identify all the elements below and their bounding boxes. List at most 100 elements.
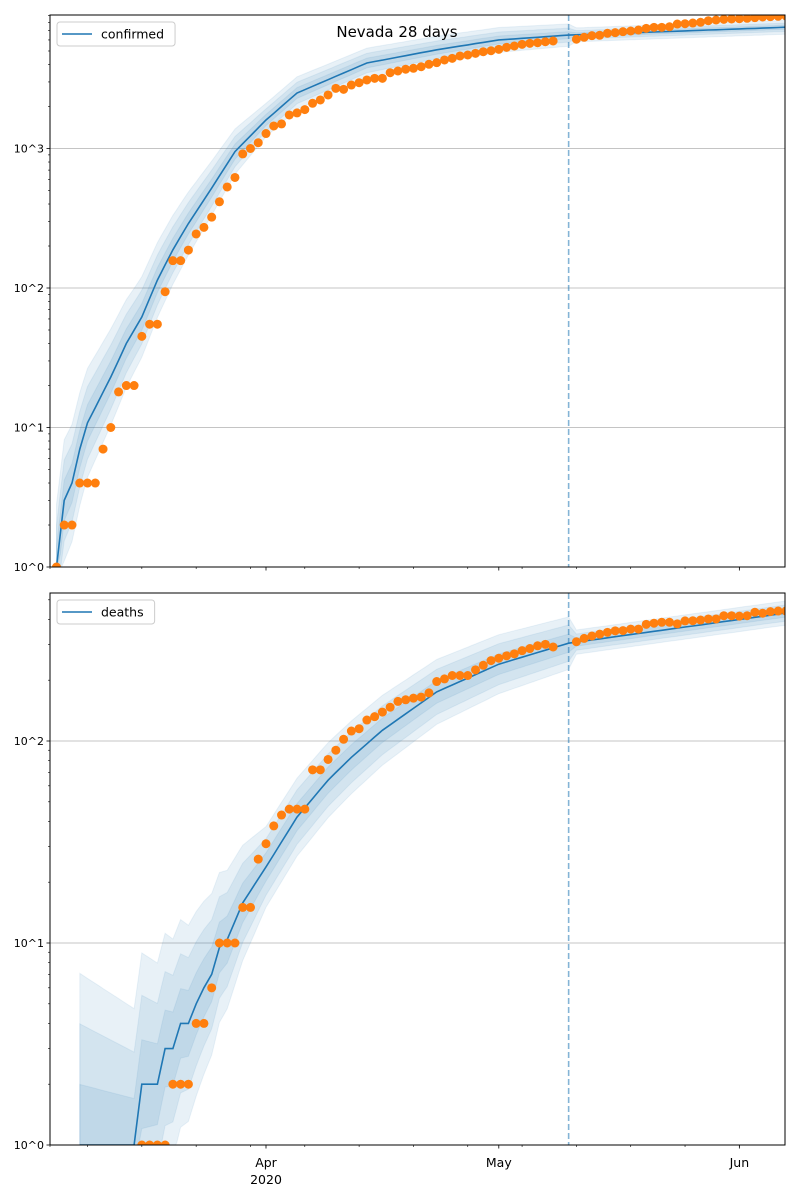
- observed-point: [773, 15, 783, 21]
- observed-point: [114, 387, 124, 397]
- observed-point: [230, 172, 240, 182]
- observed-point: [106, 423, 116, 432]
- observed-point: [191, 229, 201, 239]
- observed-point: [711, 15, 721, 25]
- observed-point: [765, 607, 775, 617]
- observed-point: [711, 614, 721, 624]
- uncertainty-band-2: [56, 22, 785, 567]
- observed-point: [339, 84, 349, 94]
- observed-point: [602, 28, 612, 38]
- observed-point: [292, 804, 302, 814]
- observed-point: [447, 670, 457, 680]
- observed-point: [176, 1079, 186, 1089]
- y-tick-label: 10^0: [14, 1139, 44, 1152]
- observed-point: [657, 617, 667, 627]
- observed-point: [750, 607, 760, 617]
- observed-point: [346, 726, 356, 736]
- observed-point: [455, 670, 465, 680]
- observed-point: [261, 839, 271, 849]
- observed-point: [59, 520, 69, 530]
- observed-point: [439, 674, 449, 684]
- observed-point: [292, 108, 302, 118]
- observed-point: [308, 765, 318, 775]
- observed-point: [533, 641, 543, 651]
- observed-point: [230, 938, 240, 948]
- observed-point: [455, 51, 465, 61]
- observed-point: [750, 15, 760, 23]
- observed-point: [517, 39, 527, 49]
- observed-point: [494, 44, 504, 54]
- observed-point: [121, 381, 131, 391]
- observed-point: [152, 319, 162, 329]
- uncertainty-band-1: [79, 600, 785, 1145]
- observed-point: [98, 444, 108, 454]
- observed-point: [315, 95, 325, 105]
- observed-point: [672, 619, 682, 629]
- observed-point: [207, 212, 217, 222]
- observed-point: [300, 105, 310, 115]
- observed-point: [587, 31, 597, 41]
- observed-point: [214, 938, 224, 948]
- x-tick-label: Apr: [255, 1155, 277, 1170]
- uncertainty-band-2: [79, 604, 785, 1145]
- observed-point: [641, 23, 651, 33]
- observed-point: [471, 48, 481, 58]
- observed-point: [300, 804, 310, 814]
- observed-point: [284, 110, 294, 120]
- observed-point: [152, 1140, 162, 1145]
- observed-point: [665, 22, 675, 32]
- observed-point: [432, 58, 442, 68]
- observed-point: [253, 138, 263, 148]
- observed-point: [362, 75, 372, 85]
- observed-point: [331, 83, 341, 93]
- observed-point: [649, 618, 659, 628]
- observed-point: [727, 15, 737, 24]
- observed-point: [548, 642, 558, 652]
- observed-point: [773, 606, 783, 616]
- observed-point: [331, 745, 341, 755]
- observed-point: [439, 55, 449, 65]
- legend-box: [56, 21, 176, 47]
- y-tick-label: 10^1: [14, 422, 44, 435]
- observed-point: [137, 1140, 147, 1145]
- y-tick-label: 10^0: [14, 561, 44, 574]
- y-tick-label: 10^1: [14, 937, 44, 950]
- observed-point: [486, 656, 496, 666]
- observed-point: [540, 639, 550, 649]
- observed-point: [168, 256, 178, 266]
- axes-frame: [49, 592, 786, 1146]
- model-line: [55, 26, 785, 567]
- observed-point: [649, 22, 659, 32]
- observed-point: [719, 611, 729, 621]
- y-tick-label: 10^2: [14, 282, 44, 295]
- observed-point: [129, 381, 139, 391]
- observed-point: [253, 854, 263, 864]
- x-tick-label: May: [486, 1155, 512, 1170]
- legend-box: [56, 599, 156, 625]
- observed-point: [610, 28, 620, 38]
- observed-point: [781, 15, 785, 21]
- observed-point: [742, 15, 752, 23]
- observed-point: [626, 26, 636, 36]
- observed-point: [401, 695, 411, 705]
- observed-point: [478, 660, 488, 670]
- observed-point: [385, 68, 395, 78]
- observed-point: [67, 520, 77, 530]
- observed-point: [672, 19, 682, 29]
- observed-point: [145, 1140, 155, 1145]
- observed-point: [176, 256, 186, 266]
- observed-point: [587, 631, 597, 641]
- observed-point: [602, 627, 612, 637]
- chart-title: Nevada 28 days: [336, 23, 457, 41]
- observed-point: [199, 1018, 209, 1028]
- observed-point: [354, 724, 364, 734]
- observed-point: [354, 78, 364, 88]
- observed-point: [83, 478, 93, 488]
- observed-point: [502, 42, 512, 52]
- observed-point: [416, 692, 426, 702]
- observed-point: [641, 619, 651, 629]
- observed-point: [222, 182, 232, 192]
- observed-point: [502, 651, 512, 661]
- observed-point: [463, 670, 473, 680]
- observed-point: [370, 73, 380, 83]
